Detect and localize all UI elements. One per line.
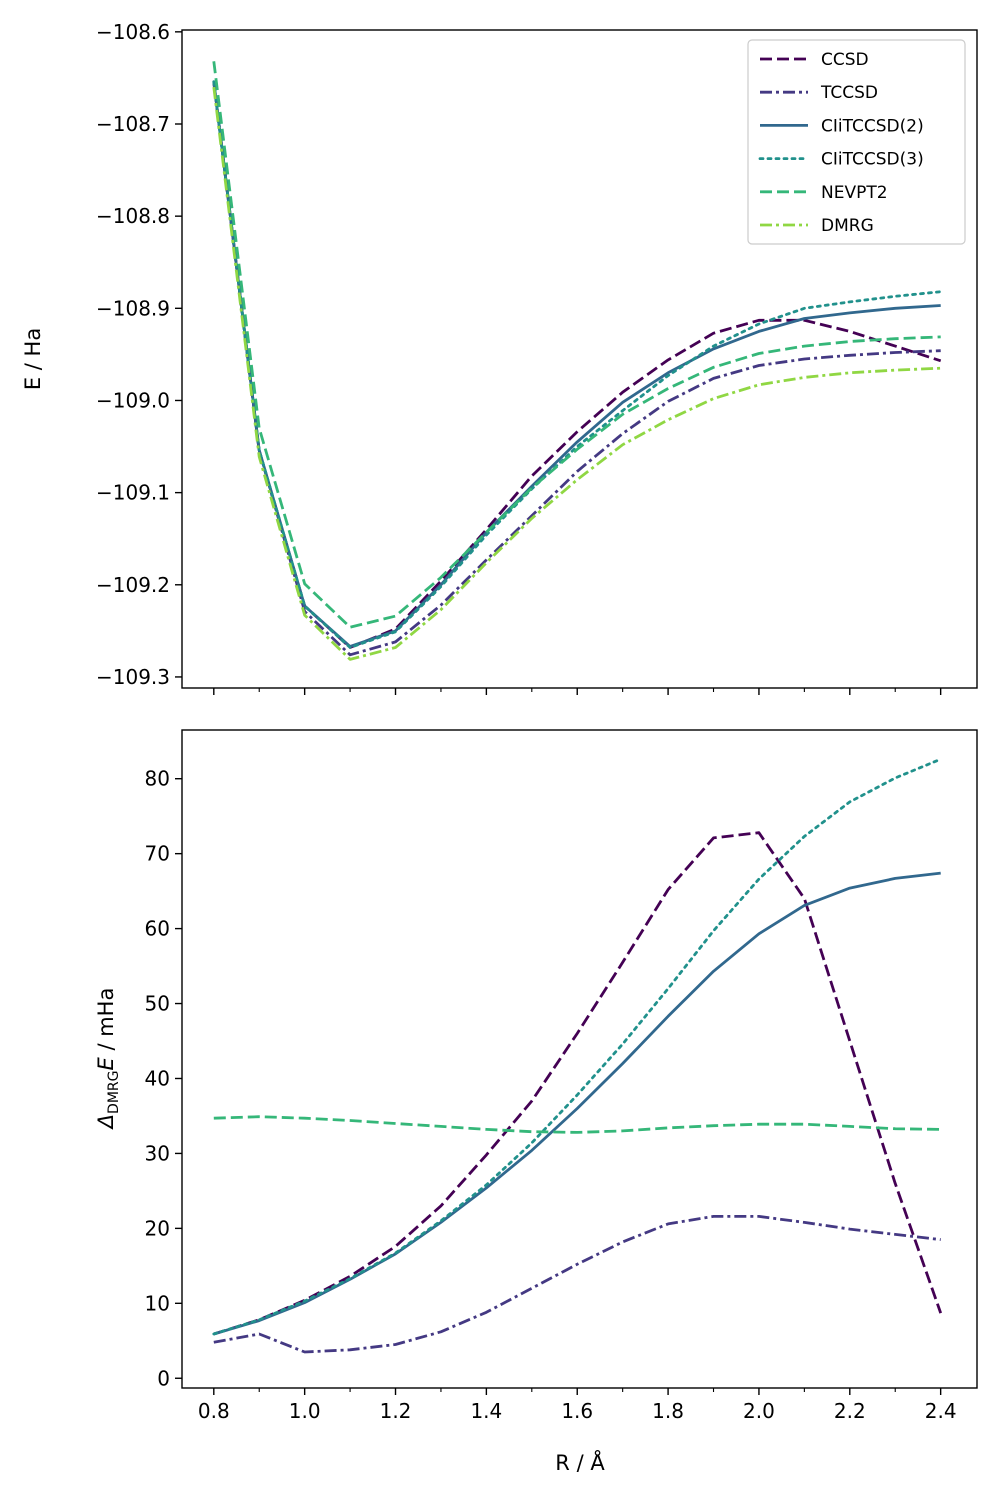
- top-y-tick-label: −108.9: [96, 296, 170, 320]
- top-line-tccsd: [212, 82, 941, 657]
- top-y-tick-label: −109.1: [96, 481, 170, 505]
- bottom-y-tick-label: 0: [157, 1366, 170, 1390]
- bottom-y-tick-label: 50: [145, 992, 170, 1016]
- top-line-nevpt2: [212, 61, 941, 629]
- bottom-x-tick-label: 1.2: [380, 1399, 412, 1423]
- top-y-tick-label: −108.6: [96, 20, 170, 44]
- bottom-line-tccsd: [213, 1215, 941, 1354]
- legend-label-ciitccsd-2: CIiTCCSD(2): [821, 116, 924, 136]
- legend-item-ccsd: CCSD: [760, 50, 869, 70]
- legend-label-dmrg: DMRG: [821, 216, 874, 236]
- legend-item-ciitccsd-3: CIiTCCSD(3): [758, 150, 924, 170]
- legend-label-ccsd: CCSD: [821, 50, 869, 70]
- top-y-tick-label: −109.3: [96, 665, 170, 689]
- bottom-y-label-prefix: Δ: [94, 1114, 118, 1130]
- bottom-y-tick-label: 10: [145, 1291, 170, 1315]
- bottom-y-tick-label: 40: [145, 1066, 170, 1090]
- bottom-y-tick-label: 80: [145, 767, 170, 791]
- bottom-axes-frame: [181, 729, 978, 1389]
- legend-label-ciitccsd-3: CIiTCCSD(3): [821, 150, 924, 170]
- top-y-tick-label: −109.0: [96, 388, 170, 412]
- bottom-axes: 0 10 20 30 40 50 60 70 80 0.8 1.0 1.2 1.4 1.6 1.8 2.0 2.…: [145, 729, 978, 1423]
- top-line-ciitccsd-2: [212, 81, 941, 648]
- legend: CCSD TCCSD CIiTCCSD(2) CIiTCCSD(3) NEVPT2 DMR…: [747, 39, 966, 245]
- bottom-line-nevpt2: [213, 1115, 941, 1134]
- top-line-ccsd: [212, 81, 942, 649]
- top-y-tick-label: −109.2: [96, 573, 170, 597]
- bottom-x-tick-label: 0.8: [198, 1399, 230, 1423]
- bottom-y-label-main: E: [94, 1057, 118, 1071]
- top-energy-panel: −109.3 −109.2 −109.1 −109.0 −108.9 −108.8 −108…: [21, 20, 978, 695]
- bottom-y-tick-label: 30: [145, 1141, 170, 1165]
- top-axes-frame: [181, 29, 978, 689]
- legend-item-dmrg: DMRG: [760, 216, 874, 236]
- top-series-lines: [212, 61, 943, 661]
- top-line-ciitccsd-3: [212, 80, 943, 649]
- bottom-y-label-subscript: DMRG: [106, 1071, 122, 1114]
- bottom-x-tick-label: 2.2: [834, 1399, 866, 1423]
- bottom-x-tick-label: 2.0: [743, 1399, 775, 1423]
- legend-item-tccsd: TCCSD: [760, 83, 878, 103]
- top-y-tick-label: −108.7: [96, 112, 170, 136]
- bottom-x-tick-label: 1.8: [652, 1399, 684, 1423]
- bottom-deviation-panel: 0 10 20 30 40 50 60 70 80 0.8 1.0 1.2 1.4 1.6 1.8 2.0 2.…: [94, 729, 978, 1475]
- legend-label-tccsd: TCCSD: [820, 83, 878, 103]
- legend-item-nevpt2: NEVPT2: [760, 183, 888, 203]
- bottom-y-axis-label: ΔDMRGE / mHa: [94, 988, 122, 1131]
- bottom-y-label-unit: / mHa: [94, 988, 118, 1058]
- top-axes: −109.3 −109.2 −109.1 −109.0 −108.9 −108.8 −108…: [96, 20, 978, 695]
- bottom-x-tick-label: 1.6: [561, 1399, 593, 1423]
- legend-item-ciitccsd-2: CIiTCCSD(2): [760, 116, 924, 136]
- top-line-dmrg: [212, 86, 941, 661]
- bottom-x-tick-label: 1.0: [289, 1399, 321, 1423]
- legend-frame: [747, 39, 966, 245]
- bottom-y-tick-label: 70: [145, 842, 170, 866]
- bottom-line-ccsd: [213, 831, 943, 1336]
- bottom-line-ciitccsd-3: [212, 757, 943, 1336]
- bottom-x-axis-label: R / Å: [555, 1449, 605, 1475]
- legend-items: CCSD TCCSD CIiTCCSD(2) CIiTCCSD(3) NEVPT2 DMR…: [758, 50, 924, 236]
- top-y-axis-label: E / Ha: [21, 328, 45, 390]
- bottom-y-tick-label: 60: [145, 917, 170, 941]
- legend-label-nevpt2: NEVPT2: [821, 183, 888, 203]
- bottom-x-tick-label: 2.4: [925, 1399, 957, 1423]
- top-y-tick-label: −108.8: [96, 204, 170, 228]
- bottom-series-lines: [212, 757, 943, 1354]
- bottom-y-tick-label: 20: [145, 1216, 170, 1240]
- bottom-x-tick-label: 1.4: [470, 1399, 502, 1423]
